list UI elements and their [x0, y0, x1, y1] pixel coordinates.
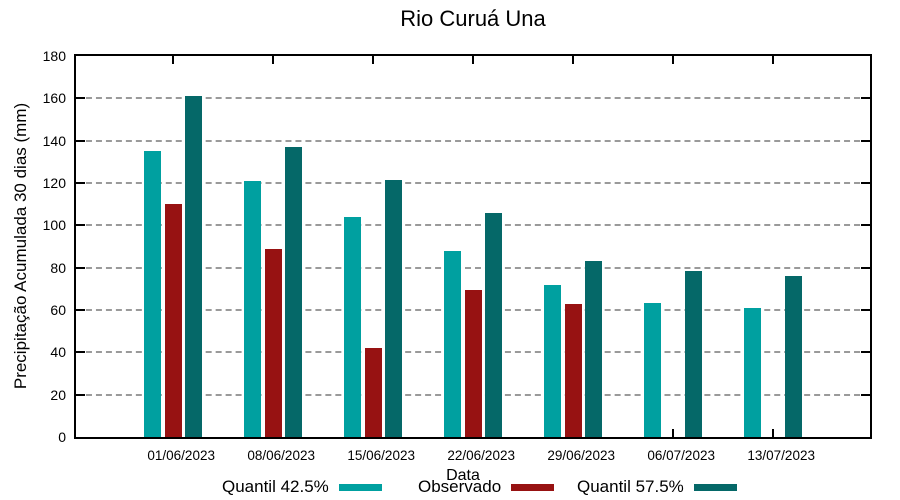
plot-area: [74, 54, 872, 439]
legend-entry: Quantil 57.5%: [577, 477, 737, 497]
y-tick-mark-right: [861, 309, 870, 311]
x-tick-label: 08/06/2023: [247, 448, 315, 463]
y-tick-label: 180: [42, 48, 66, 64]
x-tick-mark-top: [572, 56, 575, 64]
x-tick-label: 13/07/2023: [747, 448, 815, 463]
x-tick-mark-bottom: [772, 429, 775, 437]
bar-quantil-57-5-: [185, 96, 203, 437]
bar-quantil-57-5-: [385, 179, 403, 437]
x-tick-mark-top: [672, 56, 675, 64]
y-tick-label: 20: [50, 386, 66, 403]
bar-quantil-57-5-: [685, 270, 703, 437]
x-tick-mark-top: [472, 56, 475, 64]
y-tick-mark-left: [76, 182, 85, 184]
bar-quantil-42-5-: [244, 180, 261, 437]
y-tick-label: 80: [50, 259, 66, 276]
legend-swatch: [511, 483, 555, 491]
x-tick-label: 15/06/2023: [347, 448, 415, 463]
legend-swatch: [338, 483, 382, 491]
y-tick-label: 60: [50, 302, 66, 318]
bar-observado: [364, 348, 382, 437]
bar-quantil-42-5-: [344, 216, 361, 437]
x-tick-mark-top: [772, 56, 775, 64]
y-tick-label: 160: [42, 90, 66, 107]
y-tick-mark-left: [76, 393, 85, 396]
y-tick-mark-left: [76, 97, 85, 100]
y-tick-mark-left: [76, 351, 85, 354]
y-tick-mark-left: [76, 224, 85, 227]
legend-label: Quantil 57.5%: [577, 477, 684, 496]
x-tick-mark-top: [272, 56, 275, 64]
x-tick-label: 01/06/2023: [147, 448, 215, 463]
gridline: [76, 224, 870, 227]
x-tick-mark-top: [372, 56, 375, 64]
bar-quantil-42-5-: [744, 307, 761, 437]
y-tick-mark-right: [861, 224, 870, 227]
y-tick-mark-left: [76, 266, 85, 269]
bar-observado: [264, 248, 282, 437]
y-tick-label: 140: [42, 132, 66, 149]
bar-quantil-42-5-: [444, 250, 461, 437]
gridline: [76, 182, 870, 184]
bar-quantil-42-5-: [144, 151, 161, 437]
y-tick-mark-right: [861, 139, 870, 142]
y-tick-mark-right: [861, 393, 870, 396]
y-tick-mark-right: [861, 182, 870, 184]
x-tick-label: 22/06/2023: [447, 448, 515, 463]
chart-title: Rio Curuá Una: [400, 6, 546, 31]
x-tick-mark-top: [172, 56, 175, 64]
bar-observado: [164, 204, 182, 437]
x-tick-label: 29/06/2023: [547, 448, 615, 463]
y-tick-label: 40: [50, 344, 66, 361]
y-tick-mark-right: [861, 351, 870, 354]
y-tick-mark-right: [861, 97, 870, 100]
y-tick-label: 120: [42, 175, 66, 191]
bar-quantil-42-5-: [544, 284, 561, 437]
gridline: [76, 266, 870, 269]
y-tick-mark-right: [861, 266, 870, 269]
legend-entry: Observado: [418, 477, 555, 497]
bar-quantil-57-5-: [785, 276, 803, 437]
bar-observado: [564, 303, 582, 437]
y-tick-mark-left: [76, 139, 85, 142]
y-tick-label: 0: [58, 429, 66, 445]
bar-quantil-42-5-: [644, 302, 661, 437]
x-tick-mark-bottom: [672, 429, 675, 437]
bar-quantil-57-5-: [285, 147, 303, 437]
x-tick-label: 06/07/2023: [647, 448, 715, 463]
x-axis-label: Data: [446, 467, 480, 484]
bar-observado: [464, 289, 482, 437]
gridline: [76, 97, 870, 100]
gridline: [76, 139, 870, 142]
legend-label: Quantil 42.5%: [222, 477, 329, 496]
legend-entry: Quantil 42.5%: [222, 477, 382, 497]
bar-quantil-57-5-: [485, 212, 503, 437]
y-tick-mark-left: [76, 309, 85, 311]
y-tick-label: 100: [42, 217, 66, 234]
legend-swatch: [693, 483, 737, 491]
bar-quantil-57-5-: [585, 261, 603, 437]
